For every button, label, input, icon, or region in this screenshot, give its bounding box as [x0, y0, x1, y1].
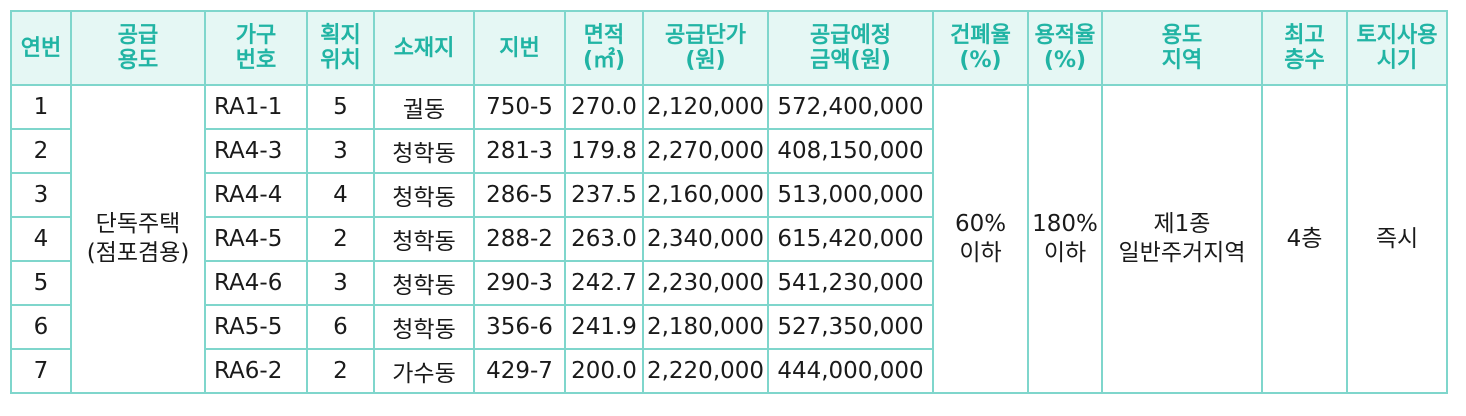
cell-area: 200.0: [564, 348, 644, 394]
cell-lot: 3: [306, 260, 375, 306]
cell-lot: 4: [306, 172, 375, 218]
cell-location: 가수동: [373, 348, 475, 394]
cell-area: 237.5: [564, 172, 644, 218]
cell-block: RA4-5: [204, 216, 308, 262]
header-no: 연번: [10, 10, 72, 86]
header-jibun: 지번: [473, 10, 566, 86]
cell-location: 궐동: [373, 84, 475, 130]
cell-no: 2: [10, 128, 72, 174]
cell-no: 3: [10, 172, 72, 218]
cell-jibun: 290-3: [473, 260, 566, 306]
header-zone: 용도 지역: [1101, 10, 1263, 86]
cell-lot: 6: [306, 304, 375, 350]
cell-block: RA6-2: [204, 348, 308, 394]
cell-amount: 408,150,000: [767, 128, 934, 174]
cell-amount: 615,420,000: [767, 216, 934, 262]
cell-no: 1: [10, 84, 72, 130]
cell-no: 4: [10, 216, 72, 262]
header-area: 면적 (㎡): [564, 10, 644, 86]
cell-supply-use: 단독주택 (점포겸용): [70, 84, 206, 394]
header-floor-area-ratio: 용적율 (%): [1027, 10, 1103, 86]
cell-amount: 527,350,000: [767, 304, 934, 350]
cell-max-floors: 4층: [1261, 84, 1348, 394]
table-row: 2 RA4-3 3 청학동 281-3 179.8 2,270,000 408,…: [10, 128, 1447, 174]
cell-jibun: 356-6: [473, 304, 566, 350]
cell-location: 청학동: [373, 216, 475, 262]
header-unit-price: 공급단가 (원): [642, 10, 769, 86]
cell-jibun: 286-5: [473, 172, 566, 218]
cell-unit-price: 2,160,000: [642, 172, 769, 218]
cell-block: RA4-3: [204, 128, 308, 174]
cell-no: 7: [10, 348, 72, 394]
cell-amount: 513,000,000: [767, 172, 934, 218]
table-row: 1 단독주택 (점포겸용) RA1-1 5 궐동 750-5 270.0 2,1…: [10, 84, 1448, 394]
cell-amount: 572,400,000: [767, 84, 934, 130]
cell-area: 179.8: [564, 128, 644, 174]
cell-jibun: 281-3: [473, 128, 566, 174]
header-coverage-ratio: 건폐율 (%): [932, 10, 1029, 86]
table-row: 6 RA5-5 6 청학동 356-6 241.9 2,180,000 527,…: [10, 304, 1447, 350]
cell-land-use-time: 즉시: [1346, 84, 1448, 394]
cell-unit-price: 2,120,000: [642, 84, 769, 130]
header-block-number: 가구 번호: [204, 10, 308, 86]
land-supply-table-wrapper: 연번 공급 용도 가구 번호 획지 위치 소재지 지번 면적 (㎡) 공급단가 …: [10, 10, 1448, 394]
cell-unit-price: 2,340,000: [642, 216, 769, 262]
header-lot-position: 획지 위치: [306, 10, 375, 86]
cell-no: 5: [10, 260, 72, 306]
cell-zone: 제1종 일반주거지역: [1101, 84, 1263, 394]
cell-location: 청학동: [373, 304, 475, 350]
cell-lot: 2: [306, 216, 375, 262]
cell-location: 청학동: [373, 260, 475, 306]
header-supply-use: 공급 용도: [70, 10, 206, 86]
cell-amount: 444,000,000: [767, 348, 934, 394]
cell-floor-area-ratio: 180% 이하: [1027, 84, 1103, 394]
header-land-use-time: 토지사용 시기: [1346, 10, 1448, 86]
cell-coverage-ratio: 60% 이하: [932, 84, 1029, 394]
cell-amount: 541,230,000: [767, 260, 934, 306]
cell-no: 6: [10, 304, 72, 350]
cell-block: RA1-1: [204, 84, 308, 130]
cell-jibun: 288-2: [473, 216, 566, 262]
table-row: 7 RA6-2 2 가수동 429-7 200.0 2,220,000 444,…: [10, 348, 1447, 394]
header-row: 연번 공급 용도 가구 번호 획지 위치 소재지 지번 면적 (㎡) 공급단가 …: [10, 10, 1448, 86]
cell-block: RA4-6: [204, 260, 308, 306]
cell-area: 242.7: [564, 260, 644, 306]
cell-area: 263.0: [564, 216, 644, 262]
cell-unit-price: 2,230,000: [642, 260, 769, 306]
table-row: 3 RA4-4 4 청학동 286-5 237.5 2,160,000 513,…: [10, 172, 1447, 218]
land-supply-table: 연번 공급 용도 가구 번호 획지 위치 소재지 지번 면적 (㎡) 공급단가 …: [10, 10, 1448, 394]
header-location: 소재지: [373, 10, 475, 86]
cell-area: 241.9: [564, 304, 644, 350]
header-max-floors: 최고 층수: [1261, 10, 1348, 86]
cell-unit-price: 2,270,000: [642, 128, 769, 174]
cell-unit-price: 2,220,000: [642, 348, 769, 394]
cell-lot: 2: [306, 348, 375, 394]
cell-location: 청학동: [373, 128, 475, 174]
cell-location: 청학동: [373, 172, 475, 218]
cell-lot: 3: [306, 128, 375, 174]
cell-lot: 5: [306, 84, 375, 130]
cell-block: RA5-5: [204, 304, 308, 350]
table-row: 5 RA4-6 3 청학동 290-3 242.7 2,230,000 541,…: [10, 260, 1447, 306]
table-row: 4 RA4-5 2 청학동 288-2 263.0 2,340,000 615,…: [10, 216, 1447, 262]
cell-jibun: 750-5: [473, 84, 566, 130]
cell-block: RA4-4: [204, 172, 308, 218]
cell-jibun: 429-7: [473, 348, 566, 394]
cell-area: 270.0: [564, 84, 644, 130]
cell-unit-price: 2,180,000: [642, 304, 769, 350]
header-planned-amount: 공급예정 금액(원): [767, 10, 934, 86]
